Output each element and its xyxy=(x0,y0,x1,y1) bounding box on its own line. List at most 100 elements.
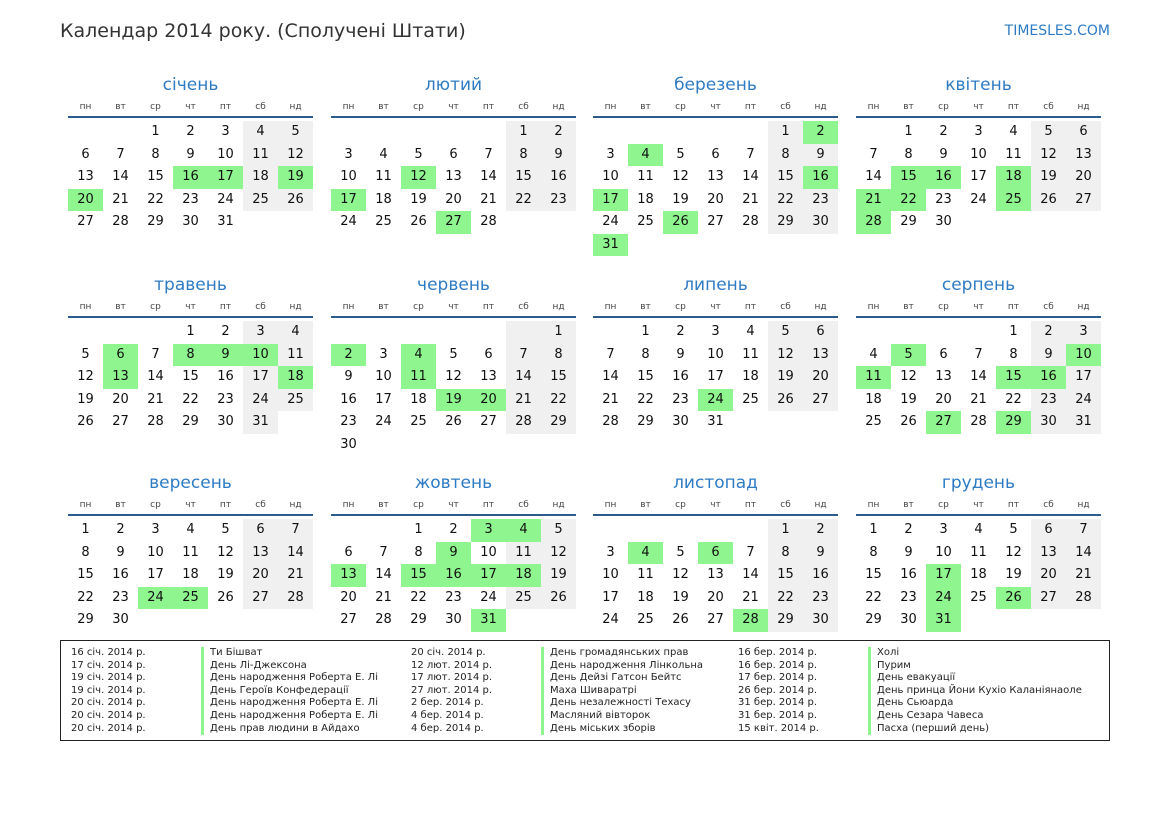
empty-cell xyxy=(856,321,891,344)
month-name: липень xyxy=(683,275,748,295)
day: 27 xyxy=(1031,586,1066,609)
day: 21 xyxy=(480,191,497,207)
day: 10 xyxy=(147,544,164,560)
weekday-label: пн xyxy=(342,500,355,510)
day: 13 xyxy=(243,541,278,564)
day: 7 xyxy=(974,346,983,362)
month-6: червень пн вт ср чт пт сб нд 1 2 3 4 5 6 7 8 9 10 11 12 13 14… xyxy=(331,272,576,456)
day: 5 xyxy=(278,121,313,144)
day: 23 xyxy=(112,589,129,605)
day: 20 xyxy=(112,391,129,407)
day: 2 xyxy=(541,121,576,144)
day: 19 xyxy=(77,391,94,407)
holiday-date: 27 лют. 2014 р. xyxy=(411,684,493,696)
day: 21 xyxy=(506,388,541,411)
weekday-label: вт xyxy=(640,302,651,312)
holiday-day: 15 xyxy=(996,366,1031,389)
day: 11 xyxy=(1005,146,1022,162)
weekday-label: пт xyxy=(482,102,495,112)
day: 12 xyxy=(672,169,689,184)
holiday-day: 11 xyxy=(401,366,436,389)
day: 24 xyxy=(602,612,619,627)
day-grid: 1 2 3 4 5 6 7 8 9 10 11 12 13 14 15 16 17 18 19 20 21 22 23 24 2… xyxy=(68,321,313,434)
day: 9 xyxy=(186,146,195,162)
weekday-label: вт xyxy=(378,302,389,312)
day: 22 xyxy=(768,586,803,609)
month-name: жовтень xyxy=(414,473,493,493)
day-grid: 1 2 3 4 5 6 7 8 9 10 11 12 13 14 15 16 17 18 19 20 21 22 23 24 2… xyxy=(856,519,1101,632)
day: 9 xyxy=(803,541,838,564)
day: 24 xyxy=(970,191,987,207)
weekday-label: чт xyxy=(448,102,459,112)
day: 28 xyxy=(602,414,619,429)
empty-cell xyxy=(331,121,366,144)
holiday-day: 20 xyxy=(68,188,103,211)
day: 9 xyxy=(1031,343,1066,366)
holiday-date: 19 січ. 2014 р. xyxy=(71,672,146,684)
day: 6 xyxy=(449,146,458,162)
holiday-column: 16 січ. 2014 р. Ти Бішват 17 січ. 2014 р. Д… xyxy=(71,647,401,736)
holiday-name: День незалежності Техасу xyxy=(541,697,691,710)
empty-cell xyxy=(593,321,628,344)
weekday-header: пн вт ср чт пт сб нд xyxy=(856,496,1101,516)
day: 6 xyxy=(1031,519,1066,542)
day-grid: 1 2 3 4 5 6 7 8 9 10 11 12 13 14 15 16 17 18 19 20 21 22 23 24 2… xyxy=(593,121,838,256)
day: 11 xyxy=(243,143,278,166)
weekday-label: ср xyxy=(413,102,424,112)
weekday-label: вт xyxy=(378,102,389,112)
day: 18 xyxy=(243,166,278,189)
day: 11 xyxy=(970,544,987,560)
holiday-name: День Героїв Конфедерації xyxy=(201,684,349,698)
day: 18 xyxy=(865,391,882,407)
weekday-label: нд xyxy=(1077,500,1090,510)
empty-cell xyxy=(593,519,628,542)
holiday-entry: 31 бер. 2014 р. День Сьюарда xyxy=(738,697,1068,710)
holiday-day: 15 xyxy=(891,166,926,189)
day: 28 xyxy=(1066,586,1101,609)
day: 31 xyxy=(243,411,278,434)
weekday-label: сб xyxy=(255,302,266,312)
page-title: Календар 2014 року. (Сполучені Штати) xyxy=(60,20,466,42)
day: 19 xyxy=(410,191,427,207)
day: 22 xyxy=(541,388,576,411)
day: 5 xyxy=(676,544,685,560)
day: 31 xyxy=(217,214,234,229)
empty-cell xyxy=(663,121,698,144)
day: 31 xyxy=(707,414,724,429)
day: 20 xyxy=(1031,564,1066,587)
empty-cell xyxy=(138,321,173,344)
weekday-label: пн xyxy=(867,500,880,510)
day: 17 xyxy=(707,369,724,384)
holiday-day: 24 xyxy=(926,586,961,609)
month-11: листопад пн вт ср чт пт сб нд 1 2 3 4 5 6 7 8 9 10 11 12 13 1… xyxy=(593,470,838,632)
day: 26 xyxy=(768,388,803,411)
empty-cell xyxy=(366,321,401,344)
weekday-label: ср xyxy=(675,102,686,112)
day: 17 xyxy=(970,169,987,184)
day: 11 xyxy=(182,544,199,560)
holiday-entry: 2 бер. 2014 р. День незалежності Техасу xyxy=(411,697,741,710)
day-grid: 1 2 3 4 5 6 7 8 9 10 11 12 13 14 15 16 17 18 19 20 21 22 23 24 2… xyxy=(856,121,1101,234)
holiday-day: 25 xyxy=(996,188,1031,211)
day: 30 xyxy=(803,609,838,632)
day: 24 xyxy=(480,589,497,605)
day: 29 xyxy=(637,414,654,429)
day: 4 xyxy=(278,321,313,344)
holiday-entry: 4 бер. 2014 р. Масляний вівторок xyxy=(411,709,741,723)
month-name: серпень xyxy=(941,275,1016,295)
holiday-day: 20 xyxy=(471,388,506,411)
holiday-date: 17 лют. 2014 р. xyxy=(411,672,493,684)
holiday-name: День громадянських прав xyxy=(541,647,688,660)
site-link[interactable]: TIMESLES.COM xyxy=(1004,23,1110,39)
day: 25 xyxy=(970,589,987,605)
empty-cell xyxy=(698,121,733,144)
weekday-label: пт xyxy=(219,302,232,312)
day: 26 xyxy=(77,414,94,429)
weekday-header: пн вт ср чт пт сб нд xyxy=(856,298,1101,318)
day: 8 xyxy=(151,146,160,162)
empty-cell xyxy=(436,121,471,144)
day: 5 xyxy=(1009,522,1018,537)
day: 9 xyxy=(116,544,125,560)
weekday-label: вт xyxy=(903,102,914,112)
day: 29 xyxy=(541,411,576,434)
